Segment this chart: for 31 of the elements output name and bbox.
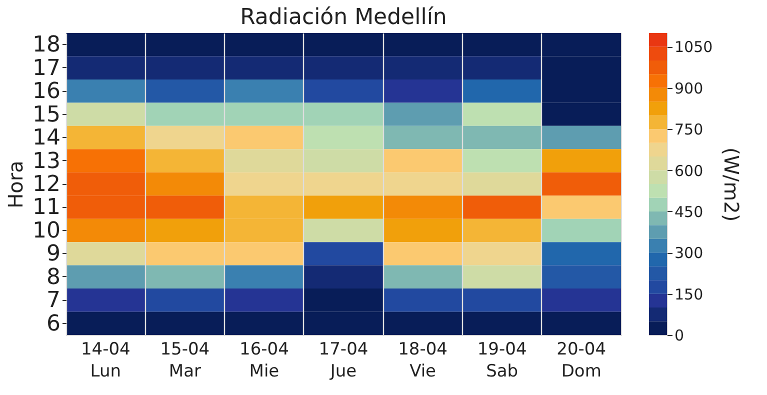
- y-tick-label: 15: [32, 102, 60, 128]
- y-tick-label: 13: [32, 148, 60, 174]
- y-tick-label: 8: [46, 264, 60, 290]
- x-tick-label: 17-04 Jue: [318, 340, 368, 382]
- x-tick-label: 20-04 Dom: [556, 340, 606, 382]
- y-tick-label: 16: [32, 79, 60, 104]
- x-tick-label: 15-04 Mar: [160, 340, 210, 382]
- y-tick-label: 18: [32, 32, 60, 58]
- x-tick-label: 19-04 Sab: [477, 340, 527, 382]
- color-bar-label: 900: [674, 79, 704, 98]
- y-tick-label: 6: [46, 311, 60, 336]
- y-tick-label: 14: [32, 126, 60, 151]
- color-bar-label: 0: [674, 326, 684, 344]
- color-bar-label: 450: [674, 202, 704, 221]
- chart-title: Radiación Medellín: [240, 5, 447, 30]
- y-tick-label: 10: [32, 218, 60, 244]
- y-tick-label: 12: [32, 172, 60, 197]
- x-tick-label: 16-04 Mie: [240, 340, 289, 382]
- color-bar-label: 600: [674, 162, 704, 180]
- color-bar-label: 750: [674, 120, 704, 139]
- y-tick-label: 9: [46, 242, 60, 267]
- color-bar-title: (W/m2): [720, 147, 744, 222]
- color-bar-label: 1050: [674, 38, 713, 56]
- y-axis-title: Hora: [4, 160, 28, 208]
- y-tick-label: 11: [32, 195, 60, 220]
- color-bar-label: 300: [674, 244, 704, 262]
- x-tick-label: 14-04 Lun: [80, 340, 130, 382]
- y-tick-label: 17: [32, 56, 60, 81]
- y-tick-label: 7: [46, 288, 60, 314]
- x-tick-label: 18-04 Vie: [398, 340, 448, 382]
- color-bar-label: 150: [674, 285, 704, 304]
